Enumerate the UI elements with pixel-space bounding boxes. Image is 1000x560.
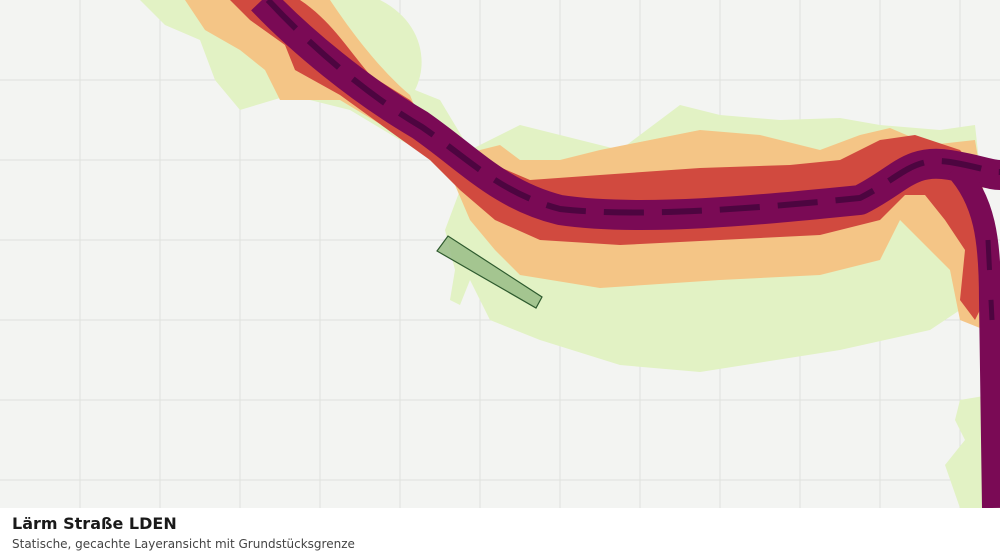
layer-subtitle: Statische, gecachte Layeransicht mit Gru… <box>12 537 355 551</box>
parcel-boundary <box>436 235 543 309</box>
noise-band-mid <box>185 0 990 330</box>
noise-band-extreme <box>985 239 995 321</box>
noise-contours <box>140 0 1000 509</box>
layer-title: Lärm Straße LDEN <box>12 514 177 533</box>
noise-band-very-high <box>946 160 1000 509</box>
noise-band-extreme <box>265 0 1000 216</box>
info-panel <box>0 508 1000 560</box>
